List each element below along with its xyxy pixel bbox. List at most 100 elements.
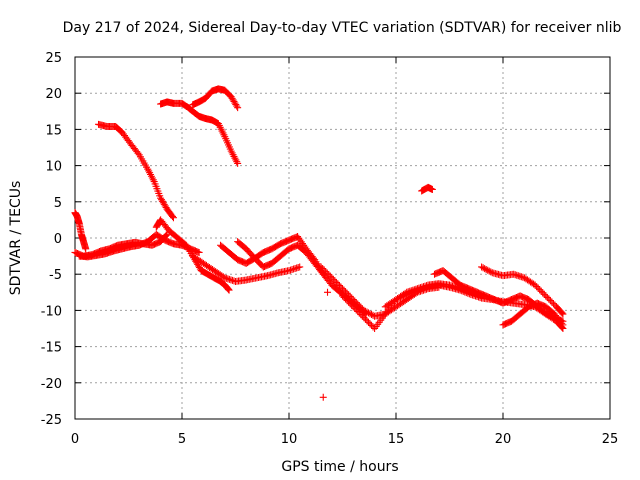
- data-point: [340, 293, 348, 301]
- data-point: [147, 170, 155, 178]
- data-point: [533, 283, 541, 291]
- data-point: [364, 309, 372, 317]
- data-point: [228, 149, 236, 157]
- data-point: [478, 263, 486, 271]
- data-point: [346, 300, 354, 308]
- data-point: [195, 248, 203, 256]
- data-point: [227, 147, 235, 155]
- data-point: [332, 278, 340, 286]
- series-arc-15: [478, 263, 567, 318]
- data-point: [484, 266, 492, 274]
- series-outlier-b: [324, 288, 332, 296]
- data-point: [147, 172, 155, 180]
- data-point: [224, 285, 232, 293]
- data-point: [536, 286, 544, 294]
- data-point: [317, 263, 325, 271]
- data-point: [397, 293, 405, 301]
- data-point: [149, 176, 157, 184]
- data-point: [351, 297, 359, 305]
- data-point: [234, 159, 242, 167]
- data-point: [349, 296, 357, 304]
- data-point: [297, 238, 305, 246]
- y-tick-label: 20: [45, 87, 62, 102]
- data-point: [82, 245, 90, 253]
- data-point: [398, 293, 406, 301]
- data-point: [357, 311, 365, 319]
- series-arc-8: [189, 252, 304, 285]
- series-arc-16: [499, 299, 567, 329]
- series-arc-3: [189, 85, 242, 112]
- data-point: [481, 265, 489, 273]
- data-point: [363, 308, 371, 316]
- data-point: [465, 290, 473, 298]
- data-point: [358, 312, 366, 320]
- y-tick-label: 0: [54, 232, 62, 247]
- data-point: [233, 102, 241, 110]
- data-point: [348, 294, 356, 302]
- y-tick-label: -10: [41, 304, 62, 319]
- data-point: [319, 265, 327, 273]
- y-tick-label: -15: [41, 341, 62, 356]
- series-arc-17: [418, 183, 436, 195]
- data-point: [368, 321, 376, 329]
- y-tick-label: 25: [45, 51, 62, 66]
- data-point: [542, 292, 550, 300]
- series-arc-2: [157, 98, 242, 167]
- data-point: [324, 288, 332, 296]
- data-point: [339, 292, 346, 300]
- data-point: [364, 318, 372, 326]
- data-point: [354, 300, 362, 308]
- data-point: [366, 320, 374, 328]
- y-tick-label: -5: [49, 268, 62, 283]
- data-point: [352, 299, 360, 307]
- x-tick-label: 15: [388, 432, 405, 447]
- data-point: [342, 295, 350, 303]
- data-point: [346, 292, 354, 300]
- data-point: [233, 158, 241, 166]
- data-point: [225, 286, 233, 294]
- x-tick-label: 25: [602, 432, 619, 447]
- data-point: [549, 300, 557, 308]
- data-point: [357, 303, 365, 311]
- y-tick-label: -20: [41, 377, 62, 392]
- data-point: [348, 301, 356, 309]
- data-point: [334, 280, 342, 288]
- data-point: [485, 267, 493, 275]
- y-axis: -25 -20 -15 -10 -5 0 5 10 15 20 25: [41, 51, 610, 428]
- data-point: [531, 281, 539, 289]
- data-point: [328, 274, 336, 282]
- data-point: [232, 156, 240, 164]
- data-point: [343, 297, 351, 305]
- data-point: [363, 317, 371, 325]
- data-point: [534, 284, 542, 292]
- data-point: [537, 287, 545, 295]
- data-point: [169, 214, 177, 222]
- data-point: [145, 167, 153, 175]
- y-tick-label: 15: [45, 123, 62, 138]
- data-point: [361, 315, 369, 323]
- data-point: [361, 307, 369, 315]
- data-point: [360, 314, 368, 322]
- data-point: [406, 289, 414, 297]
- data-point: [403, 290, 411, 298]
- data-point: [325, 271, 333, 279]
- data-point: [410, 287, 418, 295]
- data-point: [360, 306, 368, 314]
- data-point: [407, 289, 415, 297]
- data-point: [148, 174, 156, 182]
- data-point: [331, 277, 339, 285]
- data-point: [546, 297, 554, 305]
- y-tick-label: 10: [45, 160, 62, 175]
- data-point: [343, 289, 351, 297]
- data-point: [219, 273, 227, 281]
- data-point: [296, 236, 304, 244]
- data-point: [366, 310, 374, 318]
- x-tick-label: 0: [71, 432, 79, 447]
- x-tick-label: 10: [281, 432, 298, 447]
- data-point: [355, 309, 363, 317]
- data-point: [558, 319, 566, 327]
- data-point: [543, 293, 551, 301]
- data-point: [392, 296, 400, 304]
- data-point: [539, 289, 547, 297]
- series-arc-6: [75, 230, 203, 261]
